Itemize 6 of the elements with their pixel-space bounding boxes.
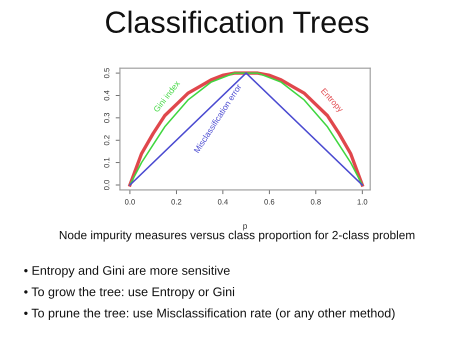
- text: • To grow the tree: use Entropy or Gini: [24, 287, 234, 299]
- text: • To prune the tree: use Misclassification rate (or any other method): [24, 308, 395, 320]
- chart-title: Classification Trees: [106, 10, 368, 34]
- x-axis-title: p: [243, 224, 248, 231]
- text: Node impurity measures versus class proportion for 2-class problem: [60, 230, 414, 242]
- text: • Entropy and Gini are more sensitive: [24, 266, 230, 278]
